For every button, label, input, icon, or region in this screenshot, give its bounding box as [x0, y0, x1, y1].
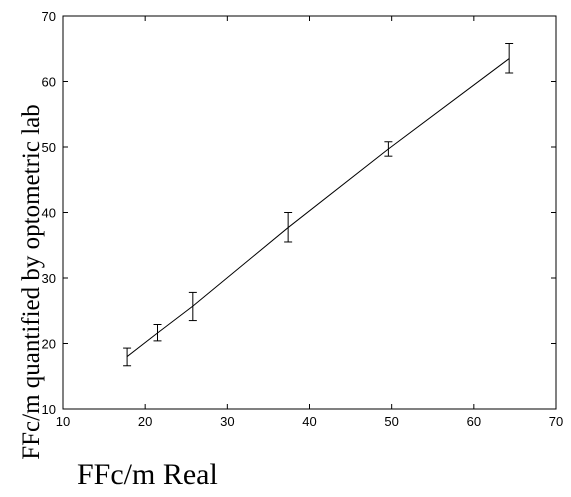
x-axis-label: FFc/m Real [77, 458, 218, 491]
y-axis-label: FFc/m quantified by optometric lab [18, 104, 45, 460]
error-bar [153, 324, 162, 342]
error-bar [505, 43, 514, 74]
x-tick-label: 10 [56, 414, 70, 429]
error-bar [123, 347, 132, 367]
x-tick-label: 50 [384, 414, 398, 429]
error-bar [284, 212, 293, 243]
axis-ticks [62, 15, 557, 410]
y-tick-label: 60 [42, 75, 56, 90]
x-tick-label: 30 [220, 414, 234, 429]
y-tick-label: 30 [42, 271, 56, 286]
tick-labels: 10 20 30 40 50 60 70 10 20 30 40 50 60 70 [42, 9, 564, 429]
x-tick-label: 70 [549, 414, 563, 429]
y-tick-label: 40 [42, 206, 56, 221]
error-bar [188, 291, 197, 322]
x-tick-label: 60 [467, 414, 481, 429]
y-tick-label: 20 [42, 337, 56, 352]
y-tick-label: 70 [42, 9, 56, 24]
x-tick-label: 20 [138, 414, 152, 429]
error-bar [384, 141, 393, 157]
plot-area [62, 15, 557, 410]
series-layer [123, 43, 514, 367]
y-tick-label: 10 [42, 402, 56, 417]
y-tick-label: 50 [42, 140, 56, 155]
series-line [126, 58, 510, 357]
x-tick-label: 40 [302, 414, 316, 429]
